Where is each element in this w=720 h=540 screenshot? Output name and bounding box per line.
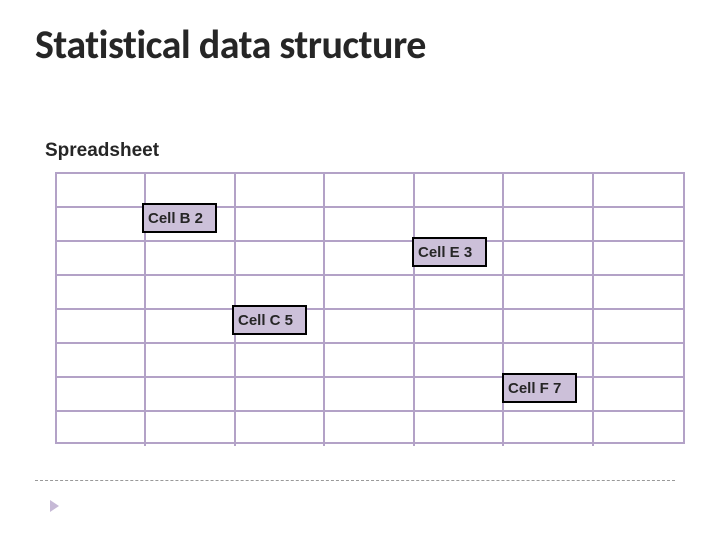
- grid-cell: [325, 276, 414, 310]
- grid-row: [57, 378, 683, 412]
- grid-cell: [57, 412, 146, 446]
- grid-cell: [594, 174, 683, 208]
- grid-cell: [504, 208, 593, 242]
- grid-cell: [146, 276, 235, 310]
- grid-cell: [594, 242, 683, 276]
- grid-cell: [236, 344, 325, 378]
- grid-cell: [415, 310, 504, 344]
- cell-label: Cell F 7: [502, 373, 577, 403]
- cell-label: Cell B 2: [142, 203, 217, 233]
- grid-row: [57, 344, 683, 378]
- grid-cell: [146, 310, 235, 344]
- grid-cell: [325, 344, 414, 378]
- grid-cell: [236, 174, 325, 208]
- cell-label: Cell C 5: [232, 305, 307, 335]
- grid-cell: [57, 208, 146, 242]
- grid-cell: [325, 310, 414, 344]
- grid-cell: [594, 412, 683, 446]
- grid-cell: [236, 242, 325, 276]
- grid-cell: [57, 344, 146, 378]
- grid-row: [57, 276, 683, 310]
- grid-cell: [415, 344, 504, 378]
- grid-cell: [325, 378, 414, 412]
- grid-cell: [504, 276, 593, 310]
- grid-cell: [236, 208, 325, 242]
- grid-cell: [415, 412, 504, 446]
- grid-cell: [325, 208, 414, 242]
- grid-cell: [57, 310, 146, 344]
- grid-cell: [594, 276, 683, 310]
- grid-cell: [146, 378, 235, 412]
- footer-divider: [35, 480, 675, 481]
- grid-cell: [594, 310, 683, 344]
- spreadsheet-label: Spreadsheet: [45, 140, 159, 162]
- grid-cell: [594, 344, 683, 378]
- grid-cell: [415, 276, 504, 310]
- grid-cell: [236, 412, 325, 446]
- grid-cell: [325, 412, 414, 446]
- grid-cell: [594, 378, 683, 412]
- grid-cell: [325, 174, 414, 208]
- grid-cell: [504, 412, 593, 446]
- grid-cell: [146, 242, 235, 276]
- grid-cell: [594, 208, 683, 242]
- grid-cell: [57, 378, 146, 412]
- grid-row: [57, 310, 683, 344]
- slide: Statistical data structure Spreadsheet C…: [0, 0, 720, 540]
- grid-cell: [504, 310, 593, 344]
- grid-cell: [415, 378, 504, 412]
- grid-cell: [146, 344, 235, 378]
- grid-cell: [57, 174, 146, 208]
- grid-row: [57, 242, 683, 276]
- grid-cell: [504, 242, 593, 276]
- grid-cell: [504, 174, 593, 208]
- grid-cell: [415, 174, 504, 208]
- grid-cell: [57, 242, 146, 276]
- slide-title: Statistical data structure: [35, 20, 426, 69]
- grid-cell: [236, 378, 325, 412]
- grid-row: [57, 412, 683, 446]
- cell-label: Cell E 3: [412, 237, 487, 267]
- grid-cell: [325, 242, 414, 276]
- grid-cell: [57, 276, 146, 310]
- caret-icon: [50, 500, 59, 512]
- grid-cell: [146, 412, 235, 446]
